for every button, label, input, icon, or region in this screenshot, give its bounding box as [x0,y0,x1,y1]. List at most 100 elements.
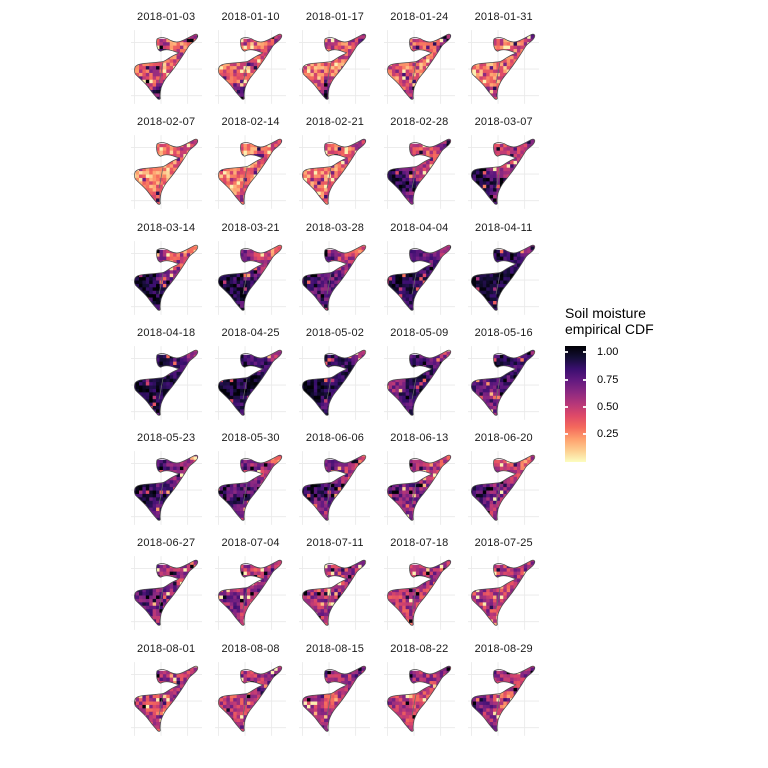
soil-moisture-raster [387,34,451,100]
country-outline [218,665,283,732]
facet-2018-07-04: 2018-07-04 [208,531,292,636]
legend-tick-mark [565,351,568,354]
facet-title: 2018-08-22 [390,642,449,655]
internal-border-line [158,62,164,84]
facet-2018-02-28: 2018-02-28 [377,110,461,215]
country-outline [386,139,451,206]
country-outline [218,33,283,100]
facet-2018-05-23: 2018-05-23 [124,426,208,531]
country-outline [133,139,198,206]
country-outline [218,139,283,206]
legend-tick-mark [565,378,568,381]
country-outline [302,349,367,416]
map-panel [299,240,371,315]
country-outline [471,33,536,100]
facet-2018-07-18: 2018-07-18 [377,531,461,636]
internal-border-line [411,62,417,84]
internal-border-line [495,272,501,295]
map-panel [130,346,202,420]
map-panel [383,240,455,315]
legend-colorbar-wrap: 1.00 0.75 0.50 0.25 [565,346,695,462]
country-outline [302,244,367,311]
map-panel [215,135,287,210]
legend-colorbar [565,346,586,462]
facet-2018-08-08: 2018-08-08 [208,637,292,742]
internal-border-line [158,588,164,610]
map-panel [130,661,202,736]
country-outline [133,454,198,521]
facet-title: 2018-06-20 [474,432,533,445]
country-outline [218,349,283,416]
map-panel [130,240,202,315]
facet-title: 2018-04-18 [137,326,196,339]
internal-border-line [327,272,332,295]
facet-2018-04-04: 2018-04-04 [377,216,461,321]
facet-2018-03-28: 2018-03-28 [293,216,377,321]
internal-border-line [411,167,417,189]
legend-tick-label: 1.00 [597,346,619,359]
internal-border-line [327,62,332,84]
facet-2018-06-27: 2018-06-27 [124,531,208,636]
country-outline [386,244,451,311]
facet-title: 2018-03-14 [137,221,196,234]
facet-title: 2018-07-25 [474,537,533,550]
facet-title: 2018-06-13 [390,432,449,445]
facet-2018-04-18: 2018-04-18 [124,321,208,426]
map-panel [215,30,287,104]
map-panel [130,556,202,631]
country-outline [133,33,198,100]
internal-border-line [495,378,501,400]
country-outline [471,139,536,206]
map-panel [130,451,202,526]
map-panel [299,346,371,420]
country-outline [302,665,367,732]
facet-2018-03-07: 2018-03-07 [462,110,546,215]
internal-border-line [411,693,417,716]
facet-2018-04-25: 2018-04-25 [208,321,292,426]
facet-2018-08-15: 2018-08-15 [293,637,377,742]
internal-border-line [158,693,164,716]
map-panel [299,556,371,631]
facet-2018-01-17: 2018-01-17 [293,5,377,110]
facet-title: 2018-01-17 [305,11,365,23]
map-panel [215,451,287,526]
facet-2018-05-02: 2018-05-02 [293,321,377,426]
legend: Soil moisture empirical CDF 1.00 0.75 0.50… [565,305,695,462]
facet-2018-08-29: 2018-08-29 [462,637,546,742]
map-panel [383,30,455,104]
map-panel [299,135,371,210]
internal-border-line [242,272,248,295]
internal-border-line [242,693,248,716]
internal-border-line [158,167,164,189]
facet-2018-07-25: 2018-07-25 [462,531,546,636]
map-panel [130,30,202,104]
facet-2018-05-16: 2018-05-16 [462,321,546,426]
facet-2018-03-14: 2018-03-14 [124,216,208,321]
country-outline [133,349,198,416]
country-outline [302,560,367,627]
facet-title: 2018-07-11 [306,537,364,550]
country-outline [218,560,283,627]
map-panel [468,135,540,210]
legend-tick-mark [565,405,568,408]
facet-title: 2018-08-01 [137,642,196,655]
facet-2018-03-21: 2018-03-21 [208,216,292,321]
map-panel [383,346,455,420]
map-panel [468,30,540,104]
internal-border-line [327,693,332,716]
internal-border-line [495,588,501,610]
internal-border-line [158,272,164,295]
facet-title: 2018-04-25 [221,326,280,339]
country-outline [471,244,536,311]
internal-border-line [411,272,417,295]
map-panel [468,346,540,420]
internal-border-line [327,167,332,189]
country-outline [302,454,367,521]
map-panel [383,135,455,210]
facet-2018-08-22: 2018-08-22 [377,637,461,742]
map-panel [383,556,455,631]
facet-title: 2018-04-04 [390,221,449,234]
soil-moisture-raster [471,139,536,205]
internal-border-line [327,588,332,610]
